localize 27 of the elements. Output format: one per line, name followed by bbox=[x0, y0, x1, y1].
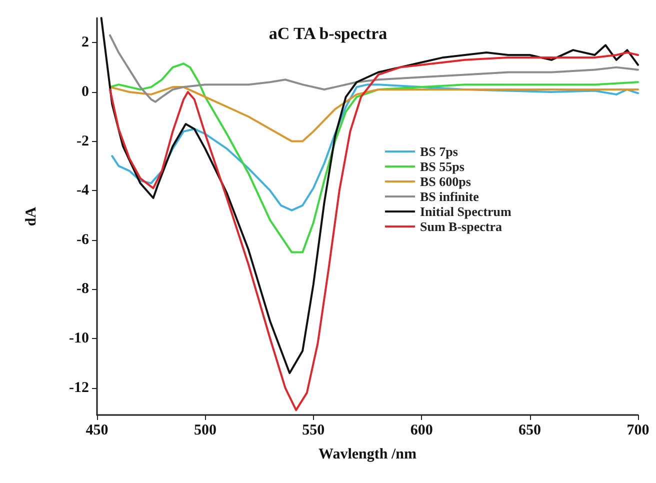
y-axis-title: dA bbox=[24, 206, 40, 226]
x-tick-label: 500 bbox=[194, 422, 216, 438]
y-tick-label: 0 bbox=[82, 84, 89, 100]
y-tick-label: -6 bbox=[76, 232, 90, 248]
line-series bbox=[108, 86, 639, 142]
y-tick-label: -8 bbox=[76, 281, 89, 298]
chart-title: aC TA b-spectra bbox=[268, 24, 388, 43]
x-axis-title: Wavlength /nm bbox=[318, 446, 417, 462]
x-tick-label: 550 bbox=[302, 422, 325, 438]
x-tick-label: 650 bbox=[518, 422, 542, 438]
x-tick-label: 600 bbox=[410, 422, 433, 438]
legend-label: Initial Spectrum bbox=[420, 204, 512, 219]
x-tick-label: 700 bbox=[626, 422, 650, 438]
y-tick-label: -4 bbox=[76, 182, 90, 199]
y-tick-label: -12 bbox=[69, 380, 89, 396]
legend-label: BS 55ps bbox=[420, 159, 464, 174]
y-tick-label: 2 bbox=[82, 34, 89, 51]
line-series bbox=[108, 62, 639, 254]
y-tick-label: -10 bbox=[69, 330, 89, 347]
line-series bbox=[100, 17, 639, 374]
legend-label: BS infinite bbox=[420, 189, 480, 204]
x-tick-label: 450 bbox=[86, 422, 108, 438]
legend-label: BS 7ps bbox=[420, 144, 458, 159]
legend-label: Sum B-spectra bbox=[420, 219, 502, 234]
line-series bbox=[108, 52, 639, 412]
y-tick-label: -2 bbox=[76, 133, 89, 150]
legend-label: BS 600ps bbox=[420, 174, 471, 189]
